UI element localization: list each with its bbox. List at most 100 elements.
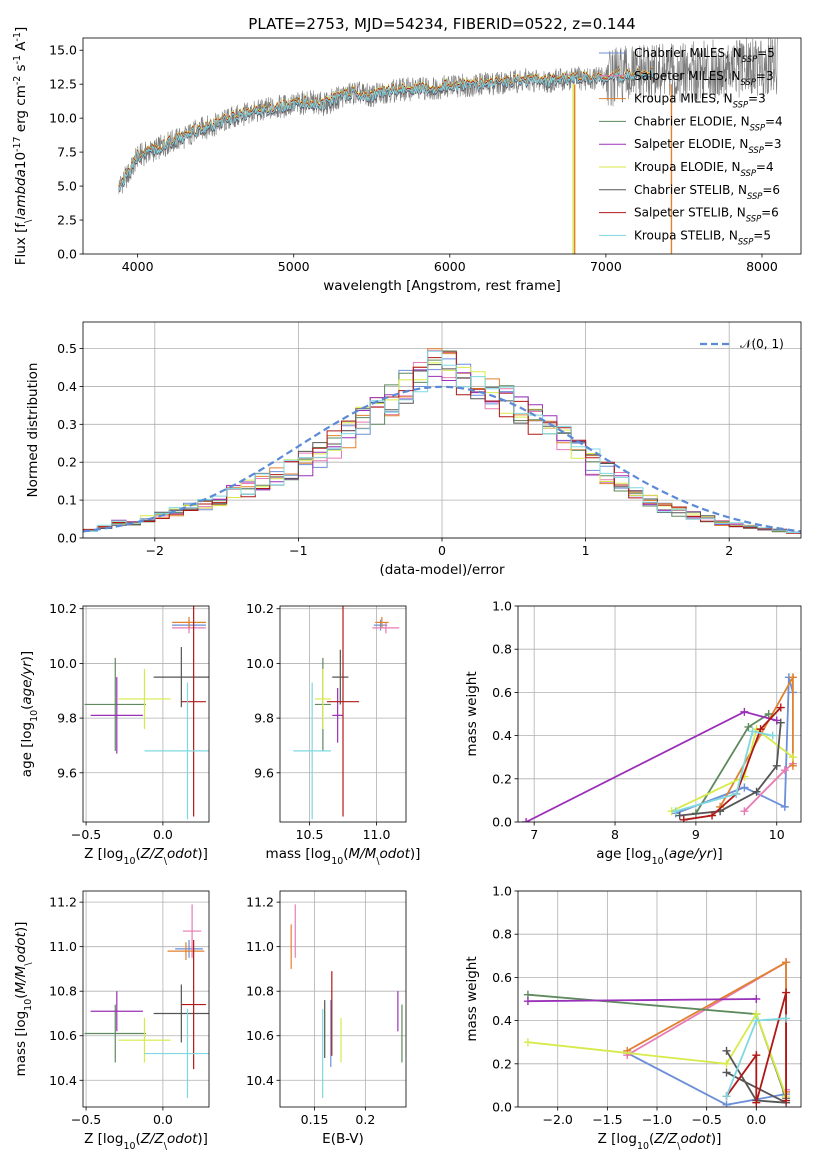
- weight-marker: [722, 1046, 731, 1055]
- axes-frame: [279, 605, 407, 823]
- y-tick-label: 0.5: [57, 341, 77, 356]
- y-tick-label: 10.6: [49, 1028, 77, 1043]
- y-tick-label: 0.2: [57, 455, 77, 470]
- legend: Chabrier MILES, NSSP=5 Salpeter MILES, NS…: [599, 46, 783, 246]
- axes-age-vs-Z: −0.5 0.0 9.6 9.8 10.0 10.2 Z [log10(Z/Z\odot)]…: [19, 601, 210, 867]
- y-tick-label: 10.0: [49, 656, 77, 671]
- plot-area: [83, 348, 801, 534]
- axes-residuals: −2 −1 0 1 2 0.0 0.1 0.2 0.3 0.4 0.5 (data-model)/er…: [25, 321, 802, 578]
- x-tick-label: −0.5: [691, 1112, 721, 1127]
- axes-frame: [517, 890, 802, 1108]
- y-tick-label: 0.6: [492, 685, 512, 700]
- weight-line: [683, 706, 782, 821]
- weight-marker: [752, 1098, 761, 1107]
- plot-area: [293, 606, 400, 820]
- x-tick-label: 9: [692, 827, 700, 842]
- weight-line: [675, 677, 794, 815]
- weight-marker: [740, 783, 749, 792]
- x-tick-label: −1.5: [592, 1112, 622, 1127]
- legend-label: Kroupa MILES, NSSP=3: [634, 92, 766, 110]
- x-axis-label: age [log10(age/yr)]: [596, 846, 722, 867]
- normal-distribution-curve: [83, 385, 801, 533]
- x-tick-label: 0.0: [746, 1112, 766, 1127]
- y-axis-label: mass weight: [464, 956, 480, 1041]
- weight-marker: [782, 1014, 791, 1023]
- y-tick-label: 10.4: [246, 1073, 274, 1088]
- x-tick-label: −2: [146, 543, 164, 558]
- axes-age-vs-mass: 10.5 11.0 9.6 9.8 10.0 10.2 mass [log10(M/M\od…: [246, 601, 420, 866]
- weight-line: [527, 1012, 787, 1097]
- axes-weight-vs-Z: −2.0 −1.5 −1.0 −0.5 0.0 0.0 0.2 0.4 0.6 0.8 1.0 Z […: [464, 884, 802, 1152]
- legend-label: Chabrier STELIB, NSSP=6: [634, 183, 780, 201]
- y-tick-label: 0.4: [57, 379, 77, 394]
- y-tick-label: 0.4: [492, 728, 512, 743]
- x-tick-label: 8000: [746, 259, 778, 274]
- weight-marker: [748, 727, 757, 736]
- x-tick-label: −0.5: [71, 1112, 101, 1127]
- y-tick-label: 10.2: [49, 601, 77, 616]
- weight-marker: [788, 673, 797, 682]
- y-tick-label: 9.6: [57, 765, 77, 780]
- plot-area: [84, 904, 209, 1099]
- residual-histogram: [83, 364, 801, 534]
- weight-marker: [708, 811, 717, 820]
- model-spectrum-line: [118, 69, 654, 191]
- axes-mass-vs-ebv: 0.15 0.2 10.4 10.6 10.8 11.0 11.2 E(B-V): [246, 890, 407, 1147]
- weight-line: [525, 710, 777, 822]
- weight-marker: [523, 997, 532, 1006]
- y-tick-label: 9.8: [254, 711, 274, 726]
- y-tick-label: 11.0: [49, 939, 77, 954]
- weight-marker: [788, 761, 797, 770]
- y-tick-label: 0.2: [492, 771, 512, 786]
- x-tick-label: 10.5: [296, 827, 324, 842]
- weight-marker: [768, 731, 777, 740]
- y-tick-label: 0.4: [492, 1013, 512, 1028]
- y-tick-label: 11.0: [246, 939, 274, 954]
- weight-marker: [523, 1038, 532, 1047]
- y-tick-label: 10.6: [246, 1028, 274, 1043]
- weight-marker: [671, 807, 680, 816]
- weight-marker: [740, 707, 749, 716]
- y-tick-label: 10.0: [49, 111, 77, 126]
- x-tick-label: −2.0: [543, 1112, 573, 1127]
- x-tick-label: 7000: [590, 259, 622, 274]
- weight-marker: [772, 716, 781, 725]
- weight-marker: [772, 761, 781, 770]
- weight-marker: [740, 807, 749, 816]
- x-axis-label: E(B-V): [322, 1131, 364, 1147]
- x-tick-label: 0.15: [301, 1112, 329, 1127]
- y-tick-label: 9.8: [57, 711, 77, 726]
- weight-marker: [752, 1016, 761, 1025]
- y-tick-label: 0.8: [492, 642, 512, 657]
- axes-frame: [517, 605, 802, 823]
- x-tick-label: 6000: [434, 259, 466, 274]
- axes-spectrum: 4000 5000 6000 7000 8000 0.0 2.5 5.0 7.5 10.0 12.5…: [12, 27, 802, 294]
- weight-marker: [722, 1059, 731, 1068]
- x-tick-label: 1: [582, 543, 590, 558]
- weight-marker: [752, 787, 761, 796]
- chart-title: PLATE=2753, MJD=54234, FIBERID=0522, z=0…: [248, 15, 635, 33]
- y-tick-label: 12.5: [49, 77, 77, 92]
- weight-marker: [780, 802, 789, 811]
- plot-area: [290, 904, 403, 1099]
- weight-marker: [675, 811, 684, 820]
- y-axis-label: Flux [f\lambda10-17 erg cm-2 s-1 A-1]: [12, 27, 34, 266]
- weight-marker: [744, 722, 753, 731]
- weight-marker: [776, 718, 785, 727]
- y-tick-label: 1.0: [492, 884, 512, 899]
- y-tick-label: 0.8: [492, 927, 512, 942]
- legend-label: Chabrier ELODIE, NSSP=4: [634, 114, 783, 132]
- x-axis-label: Z [log10(Z/Z\odot)]: [84, 1131, 208, 1152]
- x-tick-label: 11.0: [363, 827, 391, 842]
- legend-label: Salpeter ELODIE, NSSP=3: [634, 137, 782, 155]
- weight-marker: [752, 995, 761, 1003]
- weight-marker: [732, 789, 741, 798]
- legend-label: 𝒩(0, 1): [740, 337, 784, 351]
- plot-area: [118, 38, 778, 254]
- weight-marker: [522, 818, 531, 822]
- y-tick-label: 11.2: [49, 895, 77, 910]
- weight-marker: [782, 958, 791, 967]
- x-axis-label: (data-model)/error: [379, 562, 505, 578]
- weight-marker: [788, 753, 797, 762]
- x-tick-label: 8: [611, 827, 619, 842]
